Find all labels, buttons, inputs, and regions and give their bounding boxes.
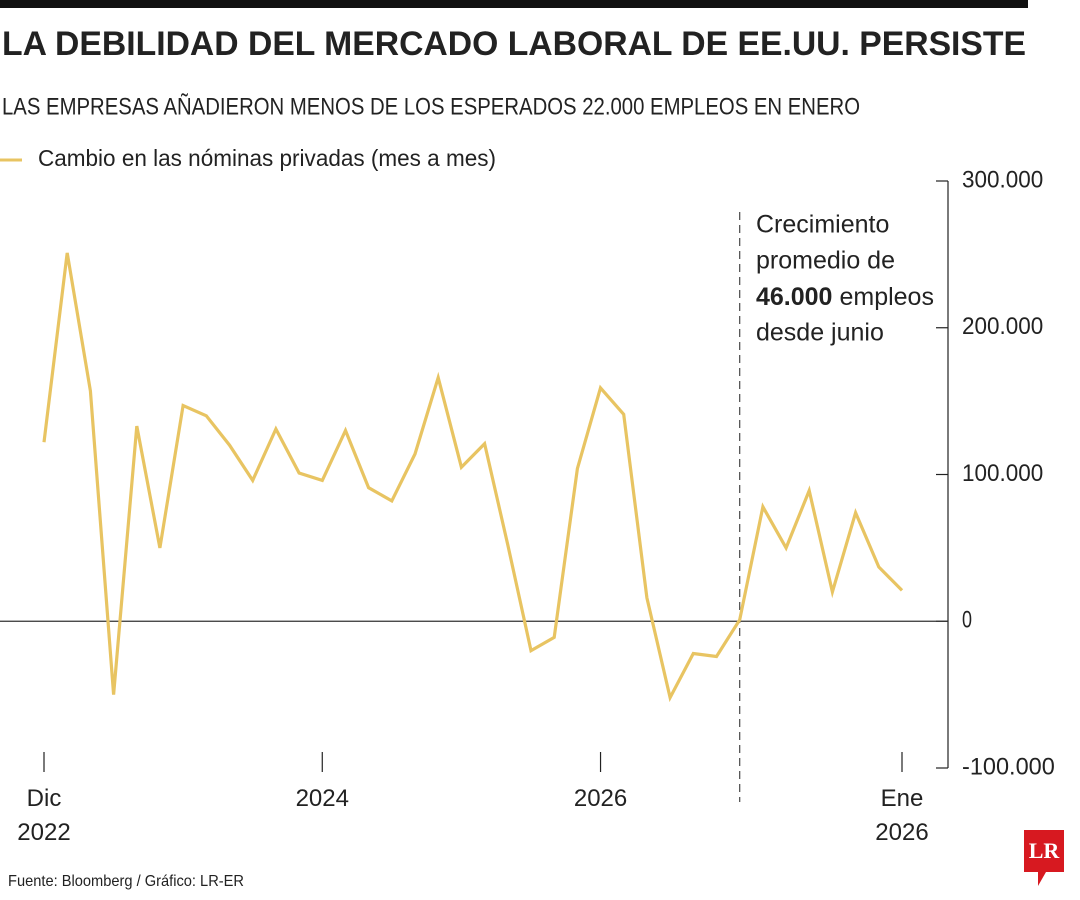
y-tick-label: -100.000 [962,753,1055,780]
logo: LR [1024,830,1064,886]
y-tick-label: 0 [962,607,972,634]
logo-text: LR [1029,838,1061,863]
chart-title: LA DEBILIDAD DEL MERCADO LABORAL DE EE.U… [2,25,1026,63]
source: Fuente: Bloomberg / Gráfico: LR-ER [8,873,244,890]
annotation: promedio de [756,247,895,275]
x-tick-label: Dic 2022 [17,785,70,846]
annotation: Crecimiento [756,211,889,239]
annotation-bold: 46.000 [756,283,832,311]
y-tick-label: 200.000 [962,313,1043,340]
logo-box [1024,830,1064,886]
y-tick-label: 100.000 [962,460,1043,487]
x-tick-label: 2026 [574,785,627,812]
annotation: desde junio [756,319,884,347]
y-tick-label: 300.000 [962,166,1043,193]
top-bar [0,0,1028,8]
subtitle: LAS EMPRESAS AÑADIERON MENOS DE LOS ESPE… [2,93,860,120]
annotation-text: empleos [839,283,934,311]
legend-label: Cambio en las nóminas privadas (mes a me… [38,145,496,171]
x-tick-label: 2024 [296,785,349,812]
annotation: 46.000 empleos [756,283,934,311]
x-tick-label: Ene 2026 [875,785,928,846]
series-line [42,252,904,703]
